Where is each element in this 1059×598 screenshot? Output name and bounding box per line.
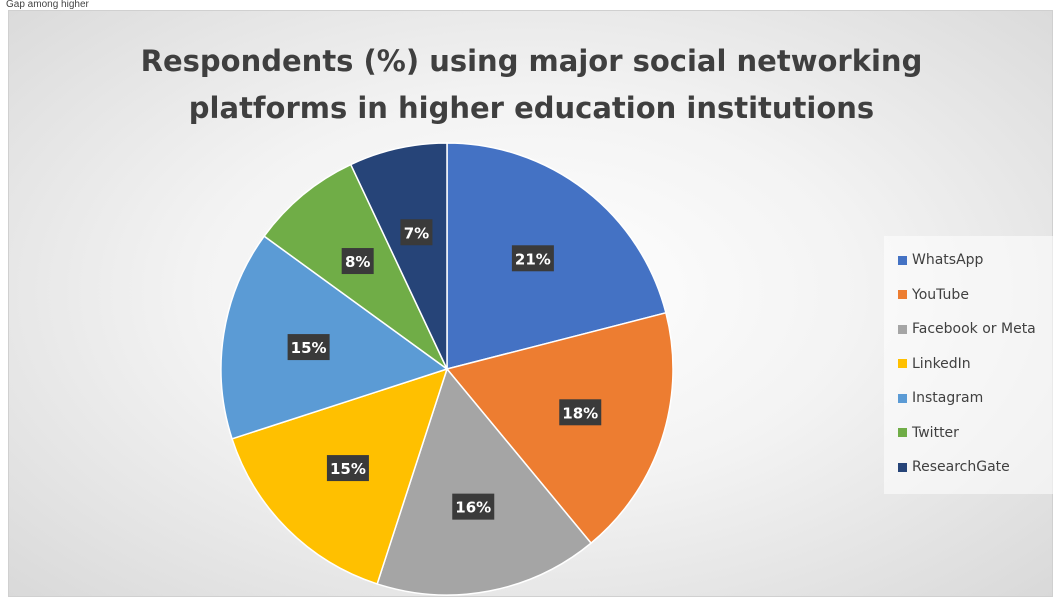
data-label: 15% [326, 455, 369, 482]
pie-slice-whatsapp [446, 142, 667, 370]
data-label: 8% [341, 248, 374, 275]
data-label-text: 7% [404, 224, 429, 242]
data-label: 18% [559, 399, 602, 426]
data-label-text: 8% [345, 253, 370, 271]
pie-slice-facebook-or-meta [376, 367, 593, 596]
legend-swatch [898, 324, 907, 334]
chart-title-line-2: platforms in higher education institutio… [188, 91, 875, 125]
legend-label: YouTube [912, 286, 969, 303]
data-label: 16% [452, 493, 495, 520]
data-label-text: 18% [562, 404, 598, 422]
pie-slice-youtube [445, 311, 674, 545]
pie-slice-instagram [220, 235, 449, 440]
chart-title-line-1: Respondents (%) using major social netwo… [140, 44, 923, 78]
legend-swatch [898, 359, 907, 368]
pie-slice-researchgate [349, 142, 448, 370]
legend-label: Facebook or Meta [912, 321, 1036, 337]
legend-label: WhatsApp [912, 252, 984, 268]
data-label: 7% [400, 219, 433, 246]
legend-label: Instagram [912, 390, 984, 406]
legend-swatch [898, 462, 907, 472]
legend-item: ResearchGate [898, 457, 1010, 477]
legend-swatch [898, 393, 907, 403]
legend-item: LinkedIn [898, 354, 971, 374]
legend-item: Twitter [898, 423, 959, 443]
data-label-text: 15% [330, 460, 366, 478]
legend-swatch [898, 290, 907, 299]
caption-fragment: Gap among higher [6, 0, 89, 10]
legend-item: Facebook or Meta [898, 319, 1036, 339]
legend: WhatsApp YouTube Facebook or Meta LinkedIn I… [884, 236, 1054, 494]
data-label: 15% [287, 334, 330, 361]
pie-chart: 21% 18% 16% 15% 15% 8% 7% [220, 142, 674, 596]
legend-label: ResearchGate [912, 459, 1010, 475]
data-label-text: 21% [515, 250, 551, 268]
data-label-text: 16% [455, 499, 491, 517]
chart-area: Respondents (%) using major social netwo… [8, 10, 1054, 597]
data-label-text: 15% [291, 339, 327, 357]
data-label: 21% [511, 245, 554, 272]
legend-label: LinkedIn [912, 355, 971, 372]
legend-item: YouTube [898, 285, 969, 305]
legend-item: Instagram [898, 388, 983, 408]
legend-label: Twitter [912, 424, 959, 441]
legend-item: WhatsApp [898, 250, 983, 270]
legend-swatch [898, 428, 907, 437]
legend-swatch [898, 255, 907, 265]
